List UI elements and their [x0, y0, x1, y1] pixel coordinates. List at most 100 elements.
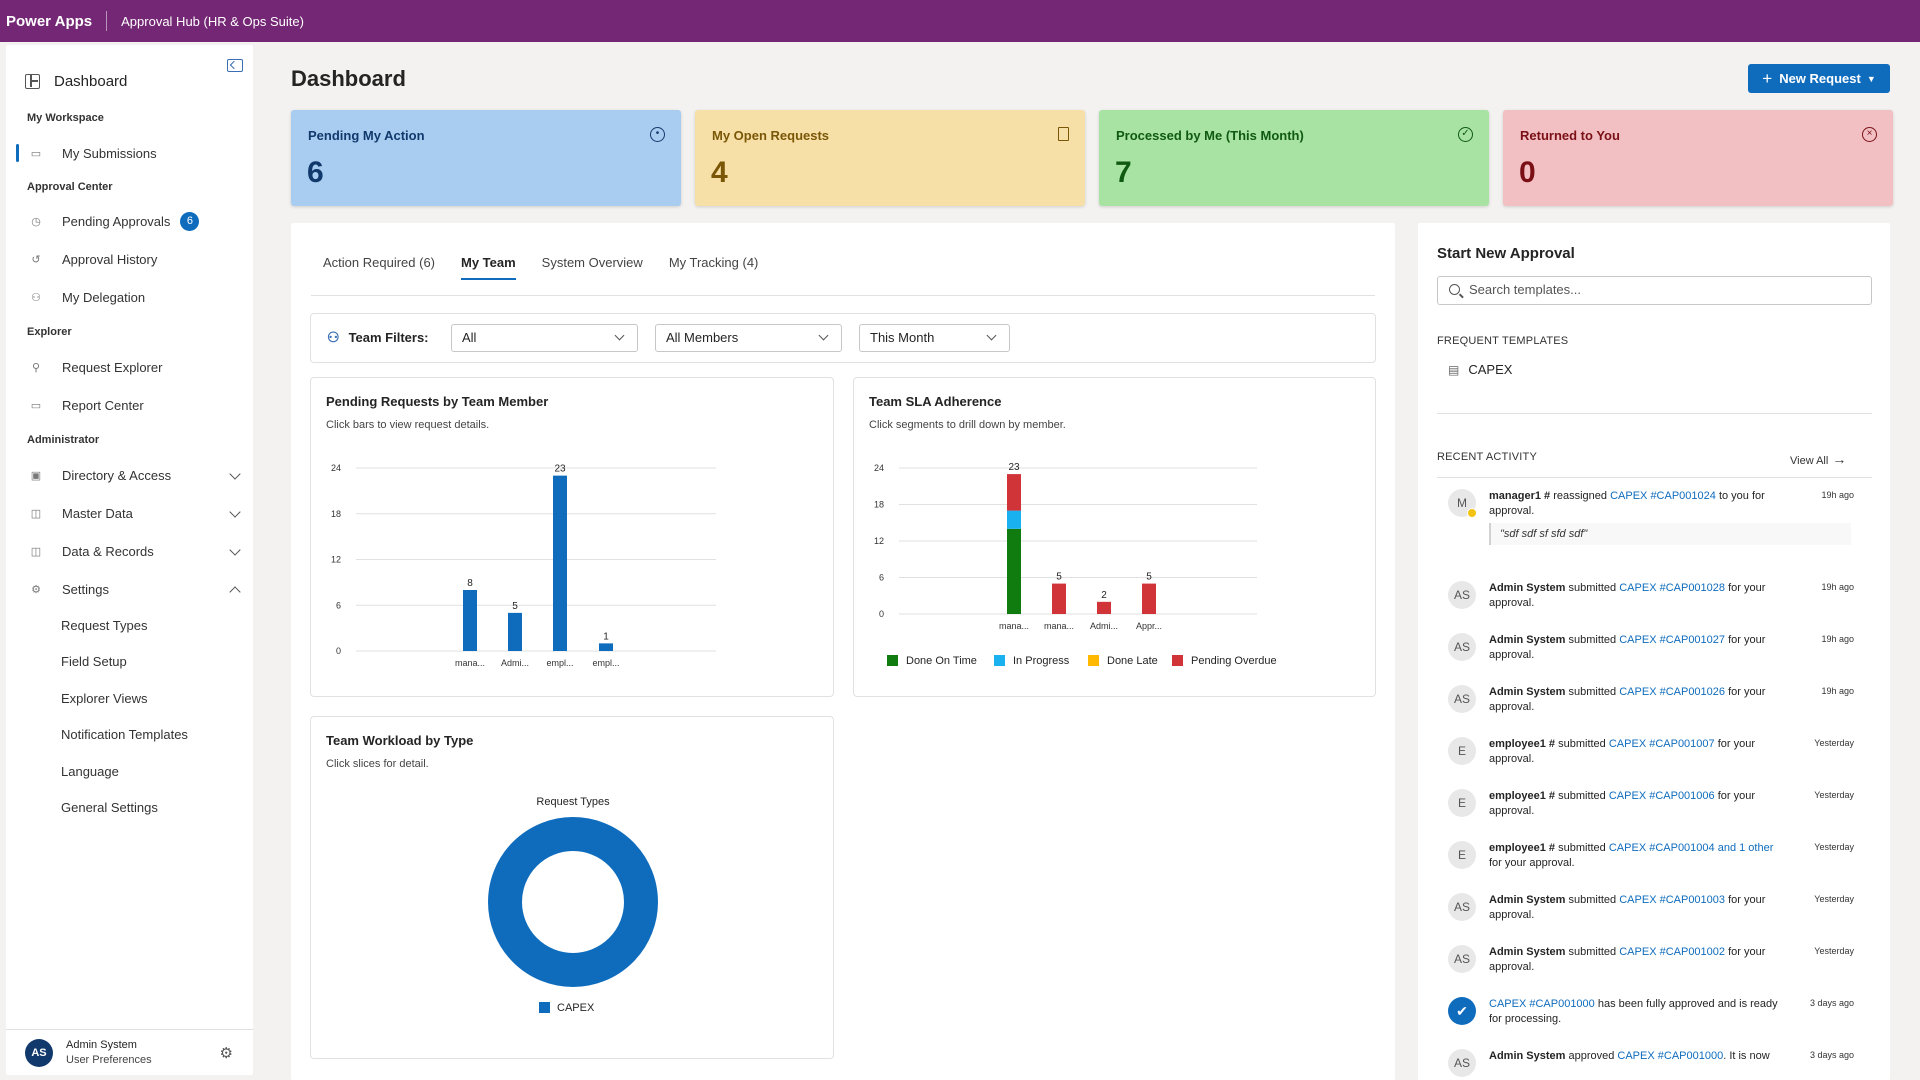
request-link[interactable]: CAPEX #CAP001027 — [1619, 634, 1726, 646]
sidebar-subitem-field-setup[interactable]: Field Setup — [61, 654, 127, 669]
collapse-sidebar-icon[interactable] — [227, 59, 243, 72]
request-link[interactable]: CAPEX #CAP001004 and 1 other — [1608, 842, 1774, 854]
user-panel[interactable]: AS Admin System User Preferences ⚙ — [6, 1029, 253, 1075]
sidebar-item-label: Directory & Access — [62, 467, 172, 483]
sidebar-item-report-center[interactable]: ▭ Report Center — [30, 395, 144, 415]
sidebar-item-data-records[interactable]: ◫ Data & Records — [30, 541, 154, 561]
donut-slice[interactable] — [488, 817, 658, 987]
pending-by-member-chart-card: 0 6 12 18 24 8 mana... 5 Admi... 23 empl... 1 empl..… — [310, 377, 834, 697]
sidebar-item-my-submissions[interactable]: ▭ My Submissions — [16, 143, 157, 163]
kpi-card-my-open-requests[interactable]: My Open Requests 4 — [695, 110, 1085, 206]
sidebar-item-dashboard[interactable]: Dashboard — [25, 73, 127, 90]
request-link[interactable]: CAPEX #CAP001003 — [1619, 894, 1726, 906]
template-search-box[interactable] — [1437, 276, 1872, 305]
tab-my-tracking[interactable]: My Tracking (4) — [668, 255, 759, 270]
type-filter-select[interactable]: All — [451, 324, 638, 352]
request-link[interactable]: CAPEX #CAP001002 — [1619, 946, 1726, 958]
chart-subtitle: Click segments to drill down by member. — [869, 419, 1066, 431]
select-value: All Members — [666, 330, 739, 345]
tab-action-required[interactable]: Action Required (6) — [323, 255, 435, 270]
sidebar-item-pending-approvals[interactable]: ◷ Pending Approvals 6 — [30, 211, 200, 231]
kpi-card-processed-by-me[interactable]: Processed by Me (This Month) 7 ✓ — [1099, 110, 1489, 206]
bar[interactable] — [508, 612, 522, 651]
team-dashboard-card: Action Required (6) My Team System Overv… — [291, 223, 1395, 1080]
sidebar-subitem-request-types[interactable]: Request Types — [61, 618, 148, 633]
sidebar-subitem-general-settings[interactable]: General Settings — [61, 800, 158, 815]
sidebar-subitem-notification-templates[interactable]: Notification Templates — [61, 727, 188, 742]
history-icon: ↺ — [31, 253, 41, 266]
approved-badge-icon: ✔ — [1448, 997, 1476, 1025]
bar[interactable] — [553, 475, 567, 651]
sidebar-item-directory-access[interactable]: ▣ Directory & Access — [30, 465, 171, 485]
activity-rest: for your approval. — [1489, 738, 1756, 765]
bar[interactable] — [463, 590, 477, 651]
document-icon — [1058, 127, 1069, 141]
sla-adherence-chart[interactable]: 0 6 12 18 24 23 mana... 5 mana... 2 Admi... 5 Appr..… — [854, 378, 1377, 698]
period-filter-select[interactable]: This Month — [859, 324, 1010, 352]
y-tick-label: 12 — [331, 555, 341, 565]
activity-text: Admin System approved CAPEX #CAP001000. … — [1489, 1049, 1789, 1064]
y-tick-label: 18 — [874, 500, 884, 510]
sidebar-item-approval-history[interactable]: ↺ Approval History — [30, 249, 157, 269]
new-request-button[interactable]: + New Request ▼ — [1748, 64, 1890, 93]
tab-system-overview[interactable]: System Overview — [541, 255, 643, 270]
x-tick-label: Admi... — [501, 658, 529, 668]
x-tick-label: empl... — [546, 658, 573, 668]
sidebar-item-master-data[interactable]: ◫ Master Data — [30, 503, 133, 523]
activity-verb: submitted — [1565, 946, 1620, 958]
member-filter-select[interactable]: All Members — [655, 324, 842, 352]
request-link[interactable]: CAPEX #CAP001000 — [1617, 1050, 1724, 1062]
person-settings-icon[interactable]: ⚙ — [219, 1045, 233, 1062]
bar-segment[interactable] — [1142, 583, 1156, 614]
sidebar-item-my-delegation[interactable]: ⚇ My Delegation — [30, 287, 145, 307]
request-link[interactable]: CAPEX #CAP001000 — [1489, 998, 1595, 1010]
chevron-up-icon[interactable] — [229, 586, 241, 598]
check-circle-icon: ✓ — [1458, 127, 1473, 142]
view-all-link[interactable]: View All → — [1790, 451, 1846, 467]
request-link[interactable]: CAPEX #CAP001007 — [1608, 738, 1715, 750]
sidebar-item-label: Pending Approvals — [62, 213, 171, 229]
button-label: New Request — [1779, 71, 1861, 86]
sidebar-item-request-explorer[interactable]: ⚲ Request Explorer — [30, 357, 162, 377]
bar-segment[interactable] — [1097, 601, 1111, 614]
activity-verb: submitted — [1565, 686, 1620, 698]
sidebar-subitem-language[interactable]: Language — [61, 764, 119, 779]
activity-text: Admin System submitted CAPEX #CAP001003 … — [1489, 893, 1789, 923]
bar-segment[interactable] — [1007, 528, 1021, 614]
activity-actor: employee1 # — [1489, 738, 1556, 750]
bar-segment[interactable] — [1007, 474, 1021, 511]
bar-segment[interactable] — [1007, 510, 1021, 529]
avatar: AS — [1448, 633, 1476, 661]
kpi-title: Pending My Action — [308, 128, 425, 143]
chevron-down-icon[interactable] — [229, 506, 241, 518]
sidebar-subitem-explorer-views[interactable]: Explorer Views — [61, 691, 148, 706]
plus-icon: + — [1762, 68, 1773, 88]
request-link[interactable]: CAPEX #CAP001006 — [1608, 790, 1715, 802]
kpi-title: Returned to You — [1520, 128, 1620, 143]
activity-rest: for your approval. — [1489, 946, 1766, 973]
request-link[interactable]: CAPEX #CAP001028 — [1619, 582, 1726, 594]
activity-text: Admin System submitted CAPEX #CAP001028 … — [1489, 581, 1789, 611]
chevron-down-icon[interactable] — [229, 544, 241, 556]
kpi-card-returned-to-you[interactable]: Returned to You 0 × — [1503, 110, 1893, 206]
sidebar-item-settings[interactable]: ⚙ Settings — [30, 579, 109, 599]
workload-by-type-chart[interactable]: Request Types CAPEX — [311, 717, 835, 1060]
template-search-input[interactable] — [1469, 282, 1864, 297]
pending-by-member-chart[interactable]: 0 6 12 18 24 8 mana... 5 Admi... 23 empl... 1 empl..… — [311, 378, 835, 698]
activity-text: CAPEX #CAP001000 has been fully approved… — [1489, 997, 1789, 1027]
kpi-card-pending-my-action[interactable]: Pending My Action 6 • — [291, 110, 681, 206]
request-link[interactable]: CAPEX #CAP001026 — [1619, 686, 1726, 698]
template-capex[interactable]: ▤ CAPEX — [1448, 362, 1512, 377]
request-link[interactable]: CAPEX #CAP001024 — [1610, 490, 1716, 502]
sidebar-item-label: Report Center — [62, 397, 144, 413]
chart-inner-title: Request Types — [536, 796, 610, 808]
tab-my-team[interactable]: My Team — [461, 255, 516, 280]
brand-name[interactable]: Power Apps — [6, 12, 93, 30]
bar-segment[interactable] — [1052, 583, 1066, 614]
sidebar-item-label: Request Explorer — [62, 359, 163, 375]
divider — [1437, 477, 1872, 478]
user-preferences-link[interactable]: User Preferences — [66, 1054, 152, 1066]
activity-rest: for your approval. — [1489, 686, 1766, 713]
chevron-down-icon[interactable] — [229, 468, 241, 480]
bar[interactable] — [599, 643, 613, 651]
